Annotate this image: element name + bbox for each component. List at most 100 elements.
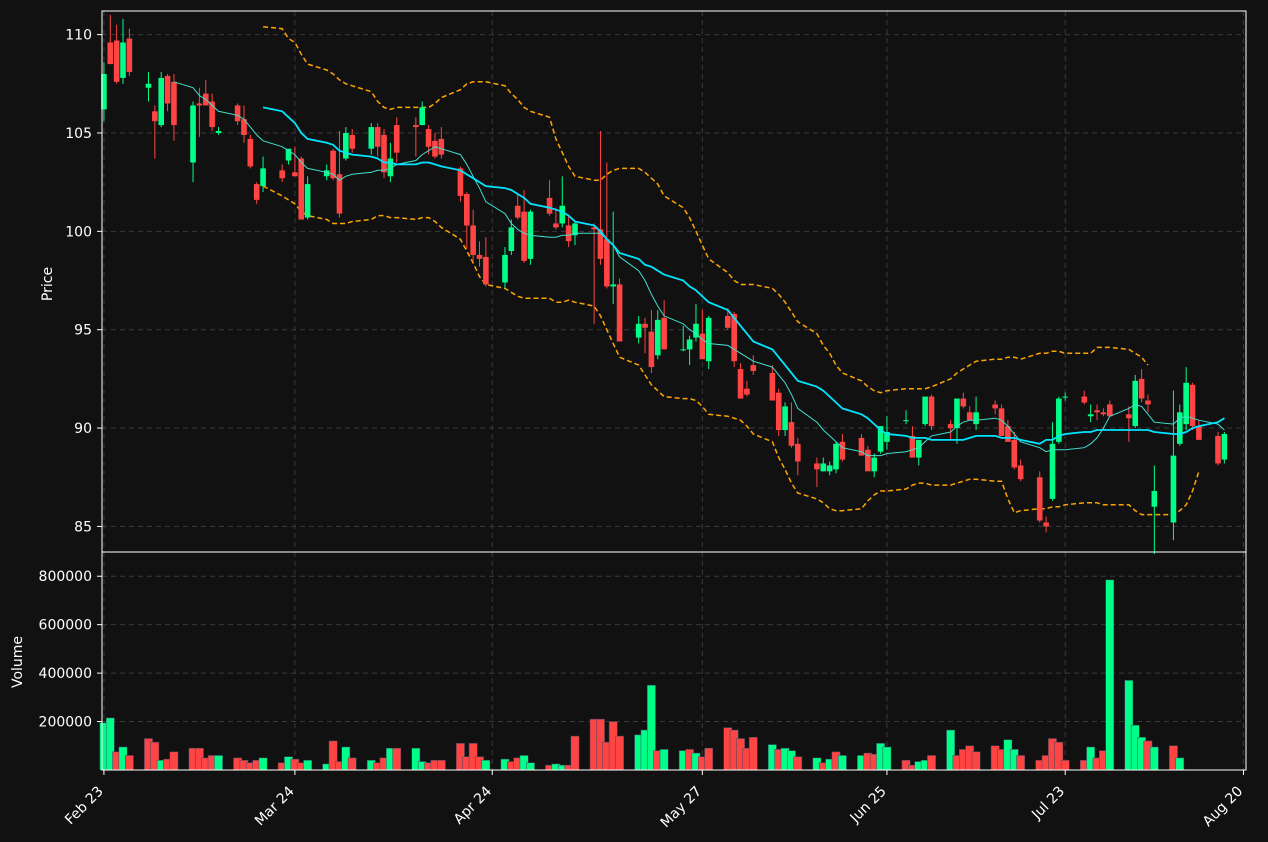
volume-bar [704,747,714,771]
candle [343,127,349,161]
price-tick-label: 100 [65,224,92,240]
candle-body [680,349,687,351]
candle-body [559,205,566,224]
candle-body [597,229,604,259]
candle-body [546,197,553,214]
candle-body [196,103,203,106]
candle-body [336,174,343,214]
candle [635,315,642,344]
volume-bar [436,760,446,771]
candle-body [323,170,330,177]
candle [865,445,871,472]
candle-body [368,127,375,149]
candle [120,18,126,84]
candle-body [814,463,820,470]
price-tick-label: 85 [74,519,92,535]
candle [1049,422,1056,501]
volume-bar [570,735,580,771]
candle [1215,431,1221,466]
candle-body [724,315,731,328]
price-grid [102,11,1246,552]
candle [998,404,1005,436]
volume-panel: 200000 400000 600000 800000 Volume [10,551,1247,771]
candle-body [279,170,285,179]
candle [285,148,292,165]
candle-body [871,457,878,472]
volume-bar [838,755,847,771]
candle [483,237,489,287]
candle-body [393,125,400,153]
candle-body [413,125,419,128]
candle-body [234,105,241,122]
volume-bar [1016,755,1025,771]
candle [279,164,285,183]
candle-body [113,40,120,82]
candle-body [1049,443,1056,499]
candle [432,132,438,159]
candle-body [298,158,305,220]
candle-body [438,138,445,155]
candle-body [960,398,967,407]
candle-body [1011,439,1018,468]
ma-fast-line [173,81,1225,457]
volume-bar [971,751,981,771]
candle [699,310,706,360]
candle [1138,369,1145,403]
candle [591,223,597,324]
volume-grid [102,552,1246,770]
candle-body [947,424,954,429]
candle [693,304,699,342]
candle-body [858,437,865,456]
candle [476,241,483,267]
price-y-ticks: 85 90 95 100 105 110 [65,28,102,535]
candle [425,125,432,155]
candle [648,310,655,373]
candle [527,209,534,265]
candle-body [1221,433,1228,460]
candle [1183,367,1189,431]
candle [871,453,878,478]
candle [107,14,114,65]
candle [788,402,795,448]
price-panel: 85 90 95 100 105 110 Price [40,10,1247,554]
candle [438,127,445,159]
candle [521,190,527,263]
candle-body [795,443,801,462]
candle [610,211,617,305]
candle [616,278,623,342]
volume-series [99,579,1185,771]
candle [514,193,521,220]
candle [705,315,712,370]
candle-body [820,463,827,472]
candle-body [521,211,527,261]
candle [922,396,928,427]
candle-body [107,42,114,65]
candle-body [508,227,515,252]
candle-body [343,132,349,159]
candle-body [744,388,750,395]
ma-slow-line [262,106,1225,445]
candle-body [463,193,470,226]
candle-body [145,83,152,88]
candle-body [120,42,126,78]
candle [947,420,954,440]
candle-body [1176,412,1183,444]
candle-body [164,75,171,104]
candle-body [304,184,311,218]
candle [470,209,476,261]
candle-body [1094,410,1100,413]
candle-body [992,404,998,409]
bollinger-bands [262,25,1200,516]
candle [724,308,731,330]
candle [260,156,266,192]
candle [737,363,744,399]
candle-body [750,365,757,372]
band-lower-line [262,185,1200,516]
candle-body [171,81,177,126]
candle-body [126,38,133,72]
candle-body [349,134,355,149]
candle-body [1100,412,1107,415]
volume-panel-frame [101,551,1247,771]
candle-body [922,396,928,425]
